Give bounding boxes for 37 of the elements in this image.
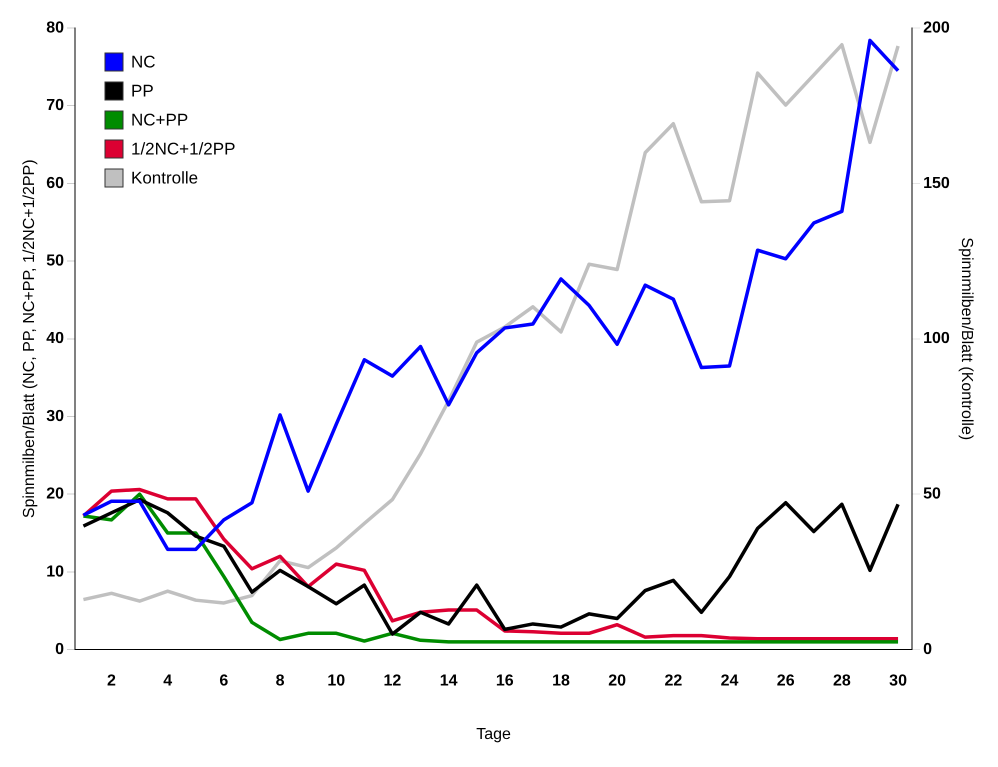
x-tick-label: 2 bbox=[107, 672, 116, 690]
x-tick-label: 6 bbox=[219, 672, 228, 690]
y2-tick-label: 150 bbox=[923, 174, 950, 192]
legend-label: 1/2NC+1/2PP bbox=[130, 140, 236, 159]
x-axis-title: Tage bbox=[476, 726, 511, 743]
x-tick-label: 24 bbox=[720, 672, 739, 690]
y-tick-label: 10 bbox=[46, 563, 64, 580]
x-tick-label: 14 bbox=[440, 672, 458, 690]
x-tick-label: 22 bbox=[664, 672, 682, 690]
x-tick-label: 28 bbox=[832, 672, 851, 690]
y2-tick-label: 200 bbox=[923, 19, 950, 36]
y-tick-label: 0 bbox=[55, 641, 64, 658]
y-tick-label: 30 bbox=[46, 408, 64, 425]
y2-axis-title: Spinnmilben/Blatt (Kontrolle) bbox=[958, 237, 975, 440]
y2-tick-label: 100 bbox=[923, 330, 950, 348]
y2-tick-label: 50 bbox=[923, 486, 942, 503]
x-tick-label: 10 bbox=[327, 672, 346, 690]
legend-label: NC bbox=[130, 52, 156, 72]
legend-label: Kontrolle bbox=[130, 168, 198, 188]
y-tick-label: 40 bbox=[46, 330, 64, 348]
y-tick-label: 80 bbox=[46, 19, 64, 36]
legend-label: NC+PP bbox=[130, 110, 188, 130]
legend-label: PP bbox=[130, 82, 154, 101]
y-tick-label: 50 bbox=[46, 252, 64, 270]
x-tick-label: 26 bbox=[776, 672, 795, 690]
y-axis-title: Spinnmilben/Blatt (NC, PP, NC+PP, 1/2NC+1/2PP) bbox=[21, 159, 38, 518]
x-tick-label: 4 bbox=[163, 672, 172, 690]
x-tick-label: 20 bbox=[608, 672, 626, 690]
x-tick-label: 8 bbox=[276, 672, 285, 690]
x-tick-label: 18 bbox=[552, 672, 570, 690]
x-tick-label: 16 bbox=[496, 672, 514, 690]
y-tick-label: 20 bbox=[46, 486, 64, 503]
y2-tick-label: 0 bbox=[923, 641, 932, 658]
x-tick-label: 30 bbox=[889, 672, 908, 690]
y-tick-label: 60 bbox=[46, 174, 64, 192]
y-tick-label: 70 bbox=[46, 97, 64, 114]
x-tick-label: 12 bbox=[384, 672, 402, 690]
